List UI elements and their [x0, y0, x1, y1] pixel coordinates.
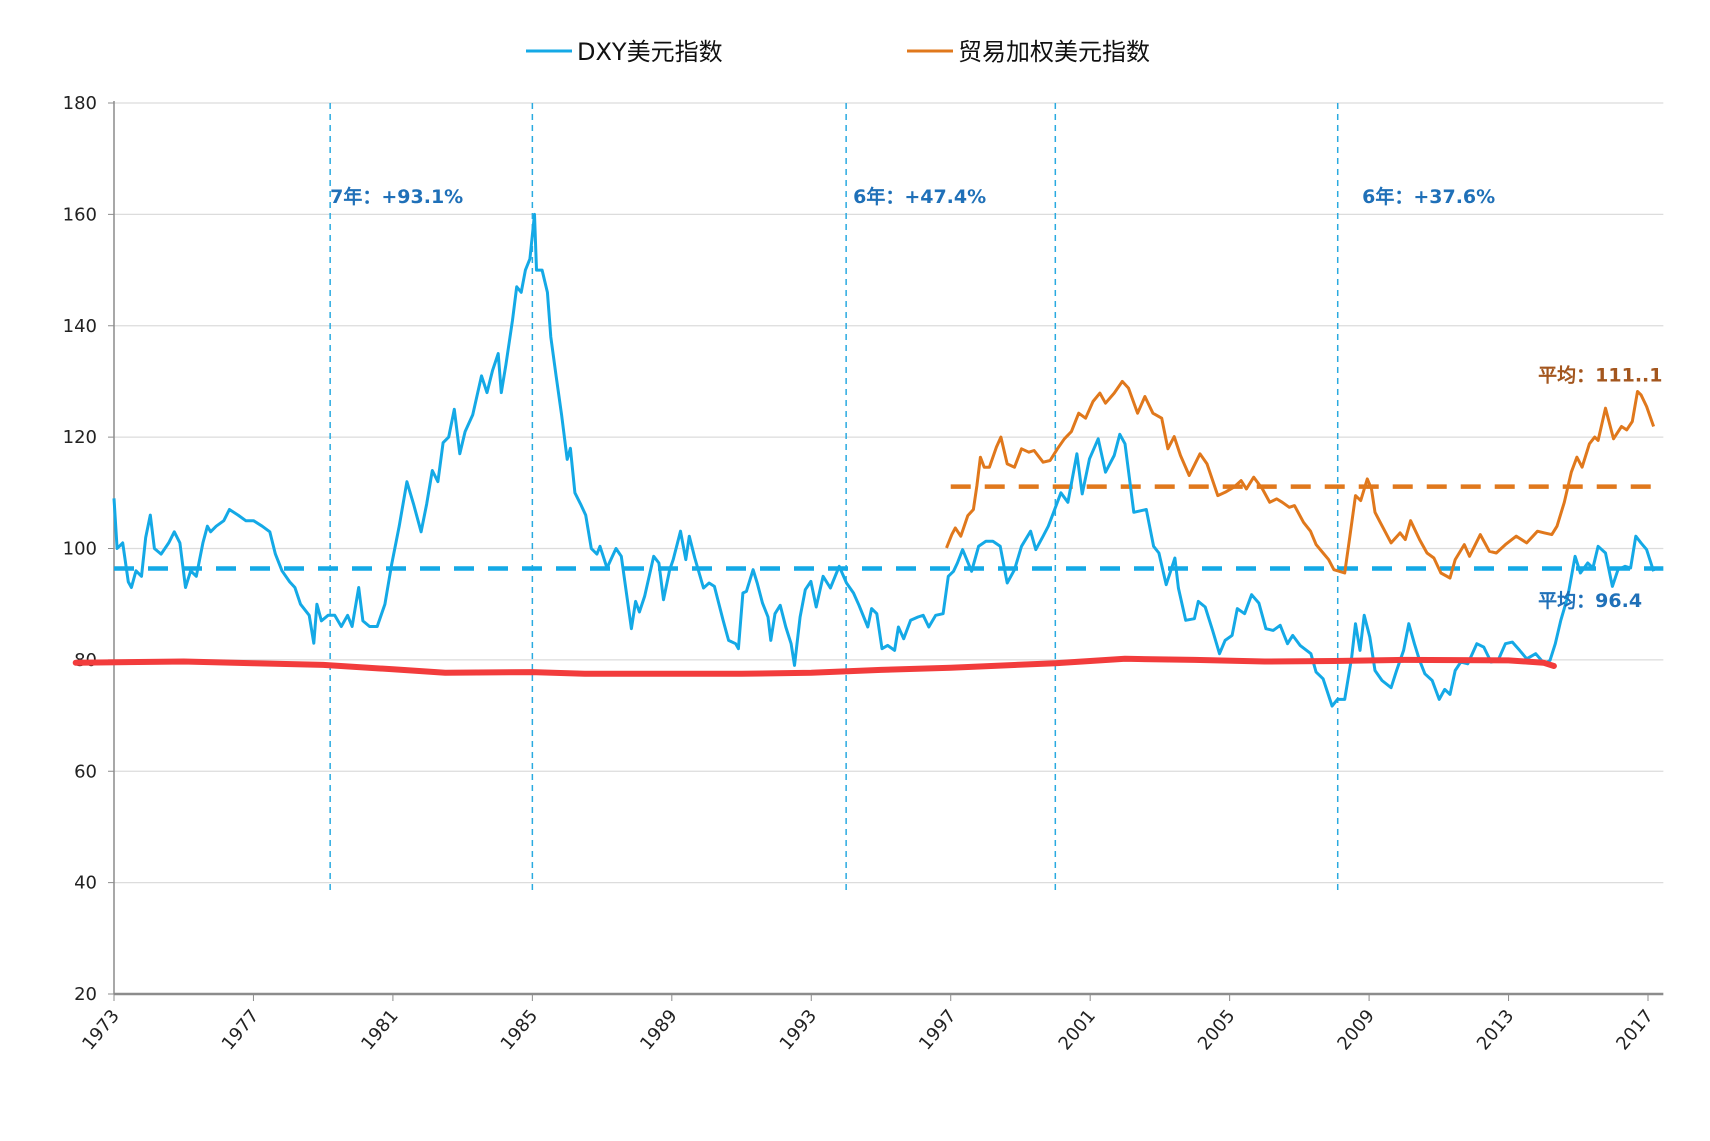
x-tick-label: 1985 — [497, 1006, 543, 1055]
x-tick-label: 1997 — [915, 1006, 961, 1055]
average-label-dxy: 平均：96.4 — [1538, 589, 1642, 612]
x-tick-label: 2009 — [1333, 1006, 1379, 1055]
x-tick-label: 1993 — [776, 1006, 822, 1055]
legend-label-dxy: DXY美元指数 — [577, 38, 723, 66]
y-tick-label: 60 — [74, 761, 97, 782]
y-tick-label: 160 — [63, 204, 97, 225]
x-tick-label: 1981 — [357, 1006, 403, 1055]
trend-line — [72, 655, 1557, 677]
legend: DXY美元指数 贸易加权美元指数 — [526, 38, 1150, 66]
y-tick-label: 180 — [63, 93, 97, 114]
annotations: 平均：96.4 平均：111..1 7年：+93.1% 6年：+47.4% 6年：+37… — [330, 185, 1662, 612]
y-tick-label: 20 — [74, 984, 97, 1005]
x-tick-label: 2005 — [1194, 1006, 1240, 1055]
period-annotation: 6年：+37.6% — [1362, 185, 1495, 208]
series-lines — [72, 212, 1656, 708]
period-markers — [329, 103, 1339, 894]
y-tick-label: 40 — [74, 873, 97, 894]
period-annotation: 6年：+47.4% — [853, 185, 986, 208]
legend-label-trade: 贸易加权美元指数 — [958, 38, 1150, 66]
y-tick-label: 100 — [63, 539, 97, 560]
series-line-trade — [945, 379, 1656, 580]
average-label-trade: 平均：111..1 — [1538, 363, 1662, 386]
period-annotation: 7年：+93.1% — [330, 185, 463, 208]
series-line-dxy — [112, 212, 1656, 708]
x-tick-label: 2001 — [1054, 1006, 1100, 1055]
x-tick-label: 1973 — [78, 1006, 124, 1055]
x-tick-label: 2017 — [1612, 1006, 1658, 1055]
y-tick-label: 140 — [63, 316, 97, 337]
x-tick-label: 1977 — [218, 1006, 264, 1055]
y-tick-label: 120 — [63, 427, 97, 448]
x-tick-label: 2013 — [1473, 1006, 1519, 1055]
x-tick-label: 1989 — [636, 1006, 682, 1055]
gridlines — [114, 102, 1664, 884]
